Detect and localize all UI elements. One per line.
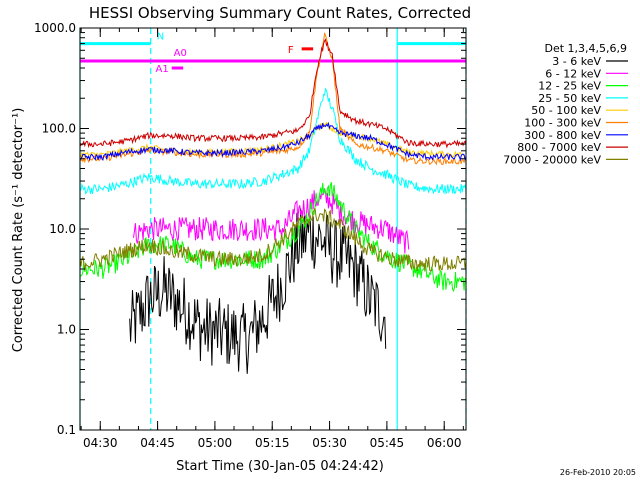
series-line-6 xyxy=(79,121,467,162)
x-tick-label: 05:15 xyxy=(255,436,290,450)
y-tick-label: 1000.0 xyxy=(34,21,76,35)
x-tick-label: 06:00 xyxy=(427,436,462,450)
series-line-1 xyxy=(133,188,410,254)
legend-label: 7000 - 20000 keV xyxy=(503,153,601,166)
axis-layer: 0.1 1.0 10.0 100.0 1000.0 04:30 04:45 05:00 05:1… xyxy=(34,21,466,450)
series-line-2 xyxy=(79,181,467,293)
annotation-label-f: F xyxy=(288,45,294,56)
legend-label: 3 - 6 keV xyxy=(552,55,601,68)
x-tick-label: 05:00 xyxy=(198,436,233,450)
x-tick-label: 04:45 xyxy=(140,436,175,450)
legend-label: 6 - 12 keV xyxy=(545,67,601,80)
legend-label: 25 - 50 keV xyxy=(538,92,601,105)
y-tick-label: 10.0 xyxy=(49,222,76,236)
annotation-label-a1: A1 xyxy=(156,64,169,75)
series-layer xyxy=(79,31,467,374)
timestamp: 26-Feb-2010 20:05 xyxy=(560,468,636,477)
y-tick-label: 1.0 xyxy=(57,323,76,337)
legend-label: 100 - 300 keV xyxy=(524,117,601,130)
series-line-0 xyxy=(129,208,387,374)
annotation-layer: N F A0 A1 xyxy=(79,28,467,430)
annotation-label-a0: A0 xyxy=(174,48,187,59)
y-tick-label: 100.0 xyxy=(42,122,76,136)
legend-label: 800 - 7000 keV xyxy=(517,141,601,154)
legend-title: Det 1,3,4,5,6,9 xyxy=(544,42,627,55)
legend-label: 50 - 100 keV xyxy=(531,104,601,117)
x-axis-label: Start Time (30-Jan-05 04:24:42) xyxy=(176,459,384,474)
plot-frame xyxy=(79,27,467,431)
y-tick-label: 0.1 xyxy=(57,423,76,437)
x-tick-label: 04:30 xyxy=(83,436,118,450)
y-axis-label: Corrected Count Rate (s⁻¹ detector⁻¹) xyxy=(11,108,26,353)
series-line-3 xyxy=(79,87,467,195)
x-tick-label: 05:45 xyxy=(370,436,405,450)
x-tick-label: 05:30 xyxy=(312,436,347,450)
series-line-7 xyxy=(79,38,467,149)
series-line-8 xyxy=(79,207,467,272)
annotation-label-n: N xyxy=(157,32,164,43)
legend-label: 12 - 25 keV xyxy=(538,80,601,93)
legend-label: 300 - 800 keV xyxy=(524,129,601,142)
chart-title: HESSI Observing Summary Count Rates, Cor… xyxy=(89,4,471,22)
